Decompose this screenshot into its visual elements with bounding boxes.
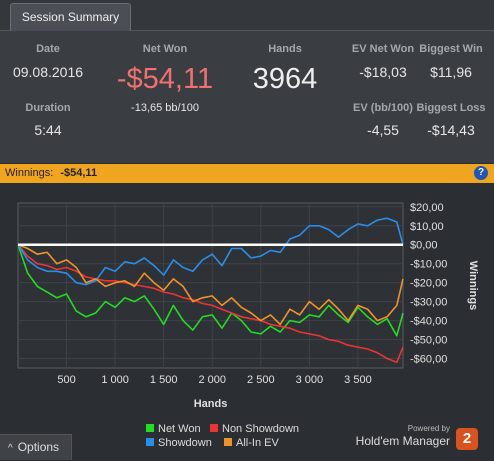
y-tick-label: -$20,00 bbox=[410, 278, 447, 290]
brand-name: Hold'em Manager bbox=[355, 434, 450, 448]
legend-swatch bbox=[224, 438, 232, 446]
ev-net-value: -$18,03 bbox=[359, 64, 407, 80]
options-label: Options bbox=[17, 440, 60, 454]
y-tick-label: $10,00 bbox=[410, 221, 444, 233]
session-summary-panel: Date 09.08.2016 Net Won -$54,11 -13,65 b… bbox=[0, 31, 494, 163]
net-won-series-line bbox=[17, 244, 404, 337]
biggest-win-value: $11,96 bbox=[430, 64, 472, 80]
winnings-label: Winnings: bbox=[5, 167, 54, 179]
legend-swatch bbox=[146, 424, 154, 432]
hands-value: 3964 bbox=[252, 63, 318, 95]
legend-label: Non Showdown bbox=[222, 423, 300, 435]
date-label: Date bbox=[36, 43, 60, 55]
x-tick-label: 1 500 bbox=[150, 374, 178, 386]
all-in-ev-series-line bbox=[17, 243, 404, 326]
chevron-up-icon: ^ bbox=[8, 443, 13, 454]
legend-net-won[interactable]: Net Won bbox=[146, 423, 201, 435]
y-tick-label: -$60,00 bbox=[410, 354, 447, 366]
x-axis-label: Hands bbox=[194, 398, 228, 410]
plot-area bbox=[17, 202, 404, 369]
ev-bb-value: -4,55 bbox=[367, 122, 399, 138]
duration-value: 5:44 bbox=[34, 122, 62, 138]
legend-label: All-In EV bbox=[236, 437, 279, 449]
brand-logo: Powered by Hold'em Manager 2 bbox=[352, 424, 492, 456]
legend-non-showdown[interactable]: Non Showdown bbox=[210, 423, 299, 435]
winnings-value: -$54,11 bbox=[60, 167, 98, 179]
y-axis-label: Winnings bbox=[467, 261, 479, 310]
x-tick-label: 1 000 bbox=[101, 374, 129, 386]
options-button[interactable]: ^ Options bbox=[0, 434, 72, 460]
ev-bb-label: EV (bb/100) bbox=[353, 102, 413, 114]
y-tick-label: -$40,00 bbox=[410, 316, 447, 328]
biggest-loss-label: Biggest Loss bbox=[416, 102, 486, 114]
x-tick-label: 3 000 bbox=[296, 374, 324, 386]
winnings-chart-area: $20,00 $10,00 $0,00 -$10,00 -$20,00 -$30,00 -$… bbox=[0, 183, 494, 460]
non-showdown-series-line bbox=[17, 244, 404, 364]
x-tick-label: 2 000 bbox=[198, 374, 226, 386]
powered-by-text: Powered by bbox=[407, 424, 450, 433]
x-tick-label: 3 500 bbox=[344, 374, 372, 386]
ev-net-label: EV Net Won bbox=[351, 43, 415, 55]
y-tick-label: $0,00 bbox=[410, 240, 438, 252]
biggest-loss-value: -$14,43 bbox=[427, 122, 475, 138]
showdown-series-line bbox=[17, 217, 404, 286]
tab-session-summary[interactable]: Session Summary bbox=[10, 3, 131, 31]
legend-label: Net Won bbox=[158, 423, 201, 435]
winnings-chart: $20,00 $10,00 $0,00 -$10,00 -$20,00 -$30,00 -$… bbox=[17, 202, 479, 410]
winnings-bar: Winnings: -$54,11 ? bbox=[0, 164, 494, 183]
x-tick-label: 500 bbox=[57, 374, 75, 386]
y-tick-label: $20,00 bbox=[410, 202, 444, 214]
y-tick-label: -$10,00 bbox=[410, 259, 447, 271]
netwon-value: -$54,11 bbox=[116, 63, 214, 95]
date-value: 09.08.2016 bbox=[12, 64, 84, 80]
y-tick-label: -$50,00 bbox=[410, 335, 447, 347]
legend-all-in-ev[interactable]: All-In EV bbox=[224, 437, 279, 449]
help-icon[interactable]: ? bbox=[474, 166, 488, 180]
legend-showdown[interactable]: Showdown bbox=[146, 437, 212, 449]
hands-label: Hands bbox=[268, 43, 302, 55]
biggest-win-label: Biggest Win bbox=[419, 43, 483, 55]
netwon-label: Net Won bbox=[142, 43, 188, 55]
duration-label: Duration bbox=[25, 102, 71, 114]
x-tick-label: 2 500 bbox=[247, 374, 275, 386]
legend-label: Showdown bbox=[158, 437, 212, 449]
y-tick-label: -$30,00 bbox=[410, 297, 447, 309]
legend-swatch bbox=[210, 424, 218, 432]
tab-bar: Session Summary bbox=[0, 0, 494, 31]
legend-swatch bbox=[146, 438, 154, 446]
brand-badge-icon: 2 bbox=[456, 428, 478, 450]
netwon-bb-value: -13,65 bb/100 bbox=[131, 102, 199, 114]
